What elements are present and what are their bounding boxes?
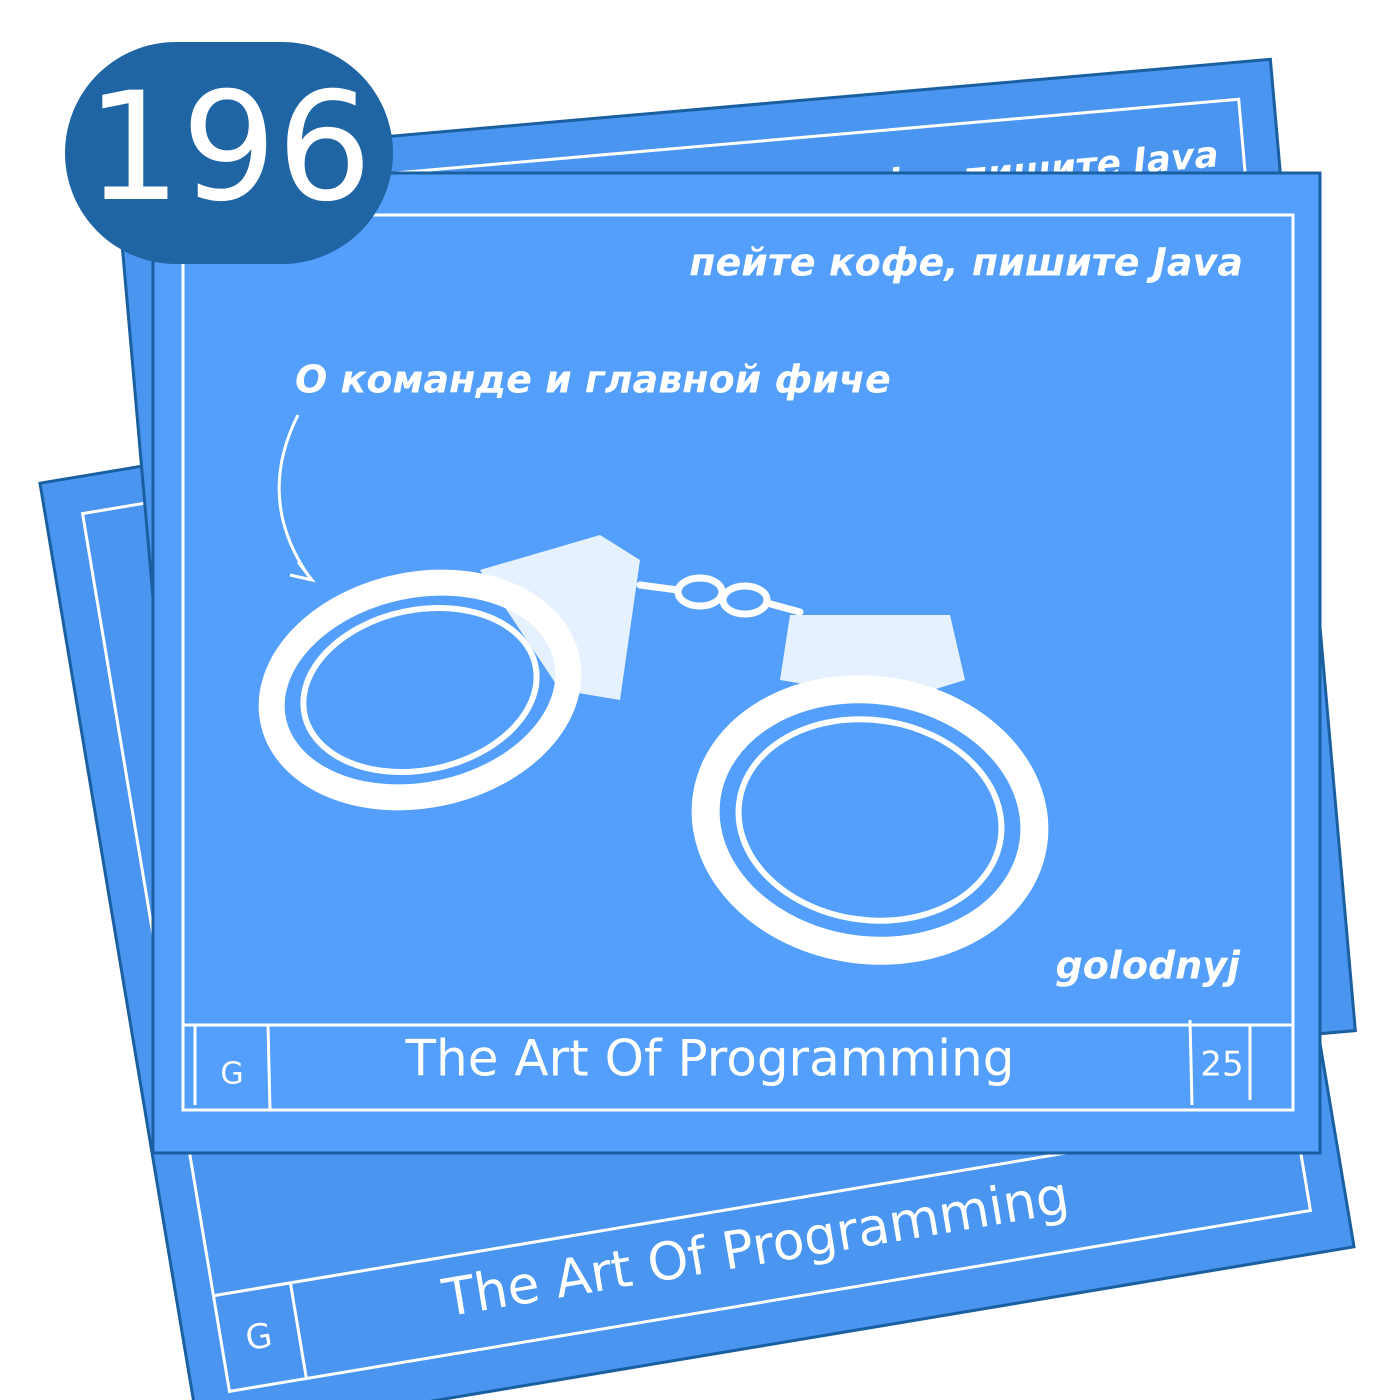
episode-badge — [65, 42, 393, 264]
main-card: пейте кофе, пишите Java О команде и глав… — [151, 171, 1322, 1155]
author: golodnyj — [1056, 944, 1241, 988]
sketch-stroke — [735, 716, 1005, 924]
card-sheet — [151, 171, 1322, 1155]
corner-letter: G — [220, 1057, 243, 1092]
arrow-head — [289, 561, 316, 583]
frame-line — [1188, 1019, 1194, 1106]
card-title: The Art Of Programming — [405, 1030, 1015, 1088]
callout: О команде и главной фиче — [295, 358, 891, 402]
frame-line — [266, 1024, 272, 1111]
page-number: 25 — [1200, 1045, 1243, 1085]
sketch-stroke — [480, 535, 640, 700]
sketch-stroke — [636, 581, 682, 594]
handcuffs-illustration — [258, 535, 1049, 965]
sketch-stroke — [780, 615, 965, 700]
corner-letter: G — [243, 1315, 276, 1359]
card-frame — [181, 213, 1295, 1112]
callout-arrow — [277, 414, 312, 579]
slogan: пейте кофе, пишите Java — [689, 241, 1243, 285]
sketch-stroke — [763, 599, 804, 616]
sketch-stroke — [300, 604, 540, 776]
episode-number: 196 — [86, 61, 372, 235]
frame-line — [288, 1282, 308, 1379]
